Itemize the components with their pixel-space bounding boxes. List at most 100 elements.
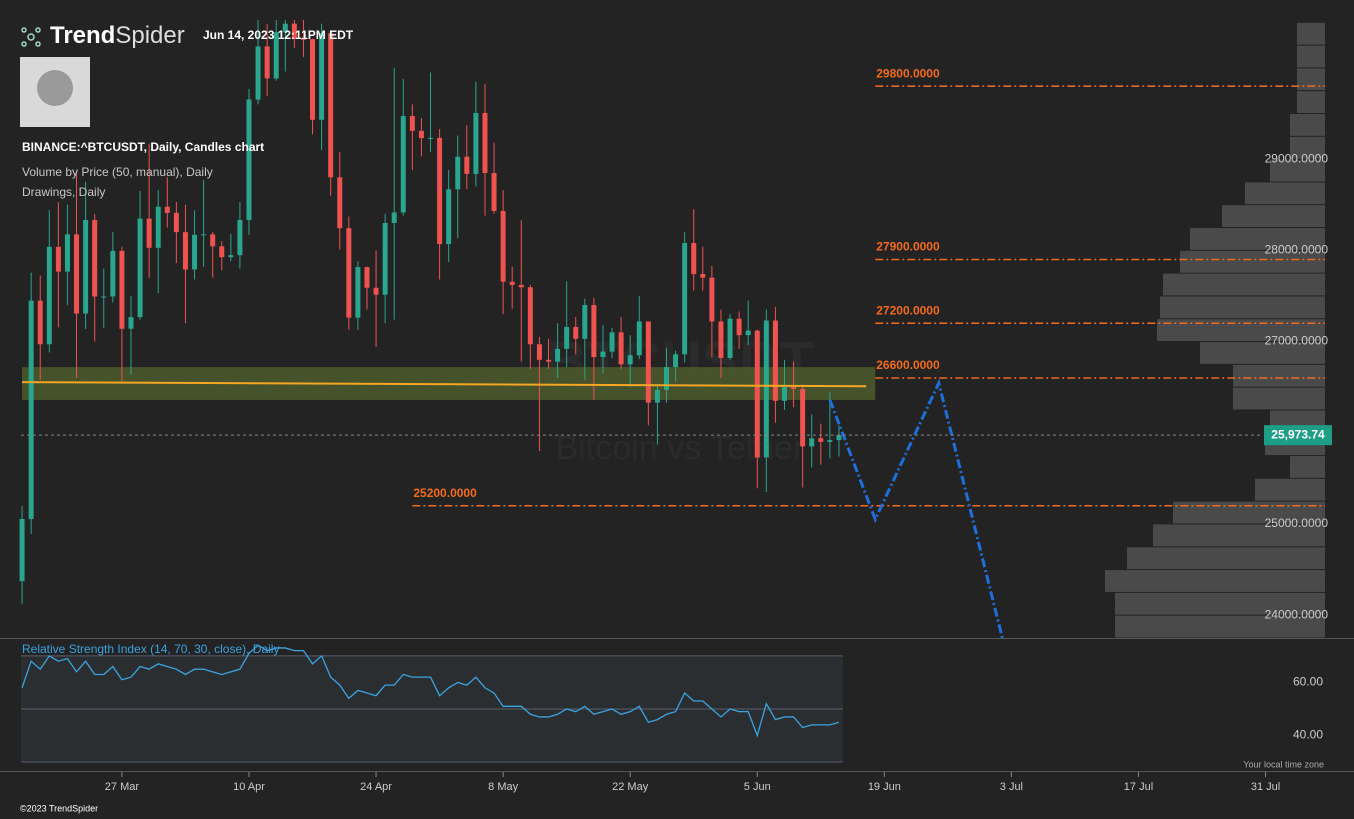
candle-body xyxy=(509,281,515,285)
candle-body xyxy=(300,38,306,40)
volume-bar xyxy=(1297,45,1325,68)
y-tick-label: 25000.0000 xyxy=(1265,516,1329,530)
candle-body xyxy=(210,234,216,247)
time-zone-note: Your local time zone xyxy=(1243,759,1324,769)
candle-body xyxy=(745,330,751,336)
candle-body xyxy=(582,305,588,339)
x-tick-label: 22 May xyxy=(612,781,649,793)
volume-bar xyxy=(1290,456,1325,478)
candle-body xyxy=(328,33,334,178)
candle-body xyxy=(310,39,316,120)
candle-body xyxy=(337,177,343,229)
candle-body xyxy=(664,367,669,390)
candle-body xyxy=(645,321,651,403)
candle-body xyxy=(709,277,715,322)
candle-body xyxy=(446,189,452,245)
x-tick-label: 31 Jul xyxy=(1251,781,1280,793)
volume-bar xyxy=(1270,159,1325,182)
candle-body xyxy=(291,23,297,39)
candle-body xyxy=(346,228,352,318)
volume-bar xyxy=(1297,68,1325,91)
volume-bar xyxy=(1297,91,1325,113)
volume-bar xyxy=(1255,478,1325,501)
candle-body xyxy=(110,250,116,297)
candle-body xyxy=(455,156,461,190)
candle-body xyxy=(201,234,207,236)
volume-bar xyxy=(1297,22,1325,45)
overlay: 24000.000025000.000026000.000027000.0000… xyxy=(0,151,1354,793)
volume-bar xyxy=(1115,592,1325,615)
candle-body xyxy=(600,351,606,358)
level-label: 25200.0000 xyxy=(413,486,477,500)
logo-icon xyxy=(21,27,41,47)
candle-body xyxy=(491,172,497,212)
logo: TrendSpider xyxy=(50,22,185,49)
candle-body xyxy=(92,219,98,297)
candle-body xyxy=(636,321,642,356)
volume-bar xyxy=(1173,501,1325,524)
candle-body xyxy=(573,326,579,339)
candle-body xyxy=(627,355,633,365)
candle-body xyxy=(74,234,80,314)
candle-body xyxy=(137,218,143,318)
rsi-tick-label: 60.00 xyxy=(1293,675,1323,689)
volume-bar xyxy=(1290,113,1325,136)
volume-bar xyxy=(1180,250,1325,273)
candle-body xyxy=(781,387,787,401)
candle-body xyxy=(37,300,43,345)
candle-body xyxy=(772,320,778,401)
level-label: 27200.0000 xyxy=(876,303,940,317)
candle-body xyxy=(473,112,479,174)
candle-body xyxy=(282,23,288,33)
chart-title: BINANCE:^BTCUSDT, Daily, Candles chart xyxy=(22,140,264,154)
candle-body xyxy=(264,46,270,79)
candle-body xyxy=(64,234,70,272)
last-price-label: 25,973.74 xyxy=(1271,427,1325,441)
candle-body xyxy=(373,287,379,295)
volume-bar xyxy=(1115,615,1325,638)
candle-body xyxy=(273,32,279,79)
volume-bar xyxy=(1222,205,1325,228)
candle-body xyxy=(791,387,797,389)
volume-bar xyxy=(1200,342,1325,364)
candle-body xyxy=(700,274,706,278)
candle-body xyxy=(364,267,370,288)
candle-body xyxy=(400,116,406,213)
volume-bar xyxy=(1153,524,1325,547)
last-price-box xyxy=(1264,425,1332,446)
candle-body xyxy=(382,222,388,295)
x-tick-label: 10 Apr xyxy=(233,781,265,793)
x-tick-label: 8 May xyxy=(488,781,518,793)
candle-body xyxy=(192,234,198,270)
candle-body xyxy=(46,246,52,345)
volume-bar xyxy=(1245,182,1325,205)
candle-body xyxy=(409,116,415,131)
volume-bar xyxy=(1233,364,1325,387)
level-label: 26600.0000 xyxy=(876,358,940,372)
timestamp: Jun 14, 2023 12:11PM EDT xyxy=(203,28,354,42)
candle-body xyxy=(83,219,89,314)
candle-body xyxy=(19,518,25,582)
candle-body xyxy=(673,354,679,368)
logo-bold: Trend xyxy=(50,22,115,49)
level-label: 29800.0000 xyxy=(876,66,940,80)
volume-bar xyxy=(1105,570,1325,592)
volume-bar xyxy=(1160,296,1325,319)
x-tick-label: 19 Jun xyxy=(868,781,901,793)
candle-body xyxy=(818,438,824,442)
candle-body xyxy=(255,46,261,100)
x-tick-label: 24 Apr xyxy=(360,781,392,793)
candle-body xyxy=(55,246,61,272)
candle-body xyxy=(146,218,152,248)
candle-body xyxy=(355,267,361,318)
candle-body xyxy=(482,112,488,173)
candle-body xyxy=(128,317,134,329)
candle-body xyxy=(28,300,34,519)
level-label: 27900.0000 xyxy=(876,240,940,254)
trendline xyxy=(22,381,867,388)
candle-body xyxy=(164,206,170,213)
candle-body xyxy=(418,130,424,139)
volume-bar xyxy=(1127,547,1325,570)
candle-body xyxy=(718,321,724,358)
x-tick-label: 17 Jul xyxy=(1124,781,1153,793)
